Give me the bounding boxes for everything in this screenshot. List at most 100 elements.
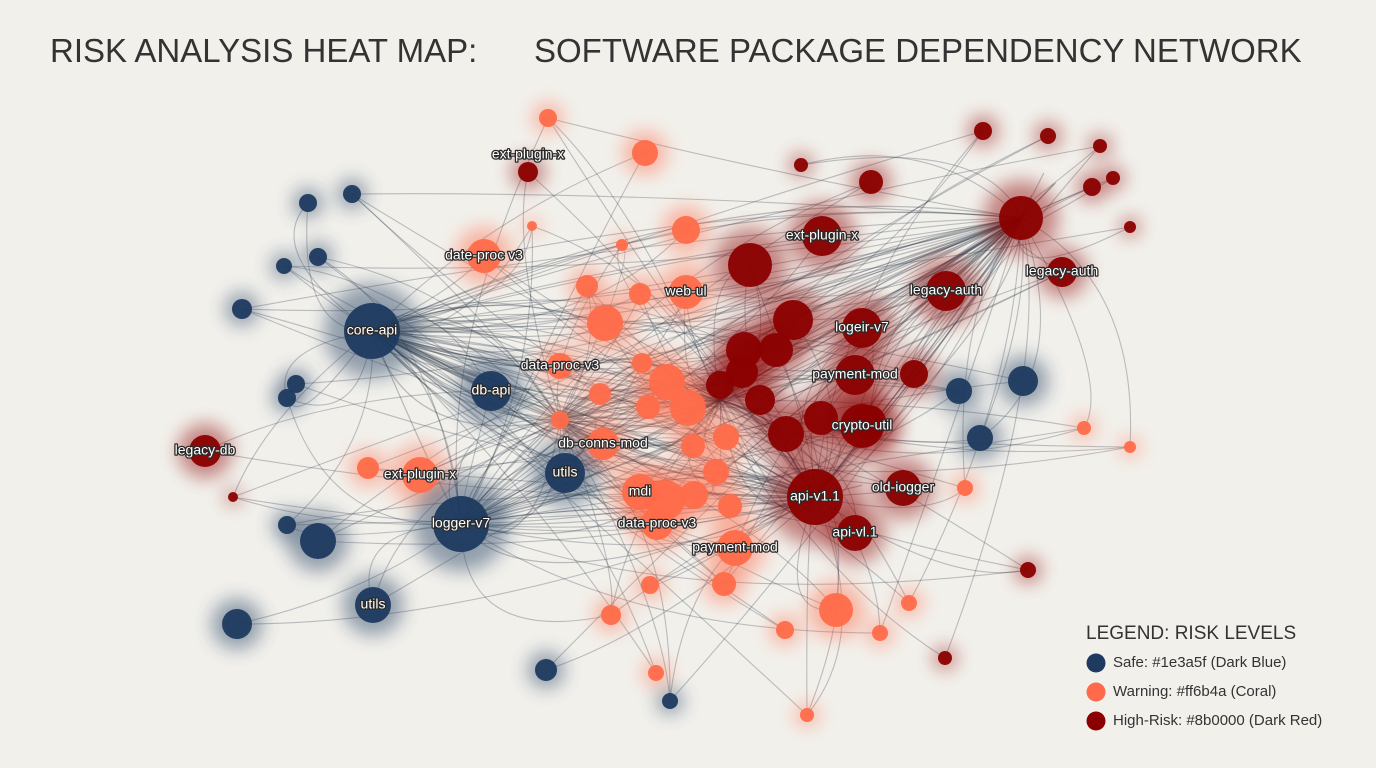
legend-label: Warning: #ff6b4a (Coral) (1113, 683, 1276, 700)
node-label: ext-plugin-x (384, 466, 456, 482)
node (768, 416, 804, 452)
node (278, 516, 296, 534)
node-label: web-ul (664, 283, 706, 299)
legend: LEGEND: RISK LEVELS Safe: #1e3a5f (Dark … (1086, 623, 1322, 731)
node (632, 353, 652, 373)
node (645, 480, 685, 520)
node (1077, 421, 1091, 435)
edge (286, 496, 816, 526)
node (835, 355, 875, 395)
node (1083, 178, 1101, 196)
edge (371, 217, 1022, 332)
node (1040, 128, 1056, 144)
node (859, 170, 883, 194)
node-label: legacy-auth (910, 282, 982, 298)
node (776, 621, 794, 639)
edge (641, 217, 1022, 364)
edge (371, 313, 745, 351)
node (535, 659, 557, 681)
edge (908, 217, 1022, 604)
node (703, 459, 729, 485)
node (518, 162, 538, 182)
edge (979, 217, 1042, 439)
node (539, 109, 557, 127)
edge (460, 217, 1022, 525)
node (759, 333, 793, 367)
node (601, 605, 621, 625)
edge (460, 523, 881, 634)
node (926, 271, 966, 311)
node (641, 576, 659, 594)
node (804, 401, 838, 435)
edge (204, 388, 721, 452)
edge (232, 496, 816, 528)
node (842, 308, 882, 348)
node (662, 693, 678, 709)
node (616, 239, 628, 251)
node-label: legacy-db (175, 442, 236, 458)
node (1106, 171, 1120, 185)
edge (460, 152, 646, 525)
node (357, 457, 379, 479)
node (728, 243, 772, 287)
edge (371, 229, 687, 333)
edge (371, 299, 745, 351)
labels: ext-plugin-x date-proc v3 web-ul ext-plugin… (173, 144, 1099, 613)
node (681, 434, 705, 458)
edge (371, 229, 687, 332)
node-label: logger-v7 (432, 515, 491, 531)
node (706, 371, 734, 399)
node (800, 708, 814, 722)
node-label: logeir-v7 (835, 319, 889, 335)
node-label: data-proc-v3 (618, 515, 697, 531)
node (669, 275, 703, 309)
legend-label: Safe: #1e3a5f (Dark Blue) (1113, 654, 1286, 671)
node (718, 494, 742, 518)
node-label: db-conns-mod (558, 435, 648, 451)
node (773, 300, 813, 340)
node (527, 221, 537, 231)
node-label: legacy-auth (1026, 263, 1098, 279)
node-label: old-iogger (872, 479, 935, 495)
node (794, 158, 808, 172)
node (222, 609, 252, 639)
node (300, 523, 336, 559)
node-label: payment-mod (812, 366, 898, 382)
node-label: utils (553, 464, 578, 480)
edge (556, 244, 623, 421)
node-label: ext-plugin-x (492, 146, 564, 162)
edge (559, 419, 816, 498)
edge (371, 217, 1022, 333)
node (355, 587, 391, 623)
node-label: api-v1.1 (790, 488, 840, 504)
node (402, 457, 438, 493)
node (547, 353, 573, 379)
edge (371, 205, 1022, 332)
node (1124, 221, 1136, 233)
nodes (189, 109, 1136, 722)
edge (283, 217, 1022, 269)
node (672, 216, 700, 244)
node (957, 480, 973, 496)
node (299, 194, 317, 212)
title-left: RISK ANALYSIS HEAT MAP: (50, 32, 477, 69)
node (974, 122, 992, 140)
edge (460, 390, 960, 525)
node (1008, 366, 1038, 396)
edge (371, 330, 816, 498)
node-label: utils (361, 596, 386, 612)
node (629, 283, 651, 305)
node (343, 185, 361, 203)
node (713, 424, 739, 450)
node (344, 303, 400, 359)
node (228, 492, 238, 502)
node (938, 651, 952, 665)
node-label: mdi (629, 483, 652, 499)
edge (483, 211, 1022, 257)
legend-swatch (1086, 653, 1106, 673)
node (433, 496, 489, 552)
edge (527, 419, 561, 457)
node (551, 411, 569, 429)
node-label: crypto-util (832, 417, 893, 433)
